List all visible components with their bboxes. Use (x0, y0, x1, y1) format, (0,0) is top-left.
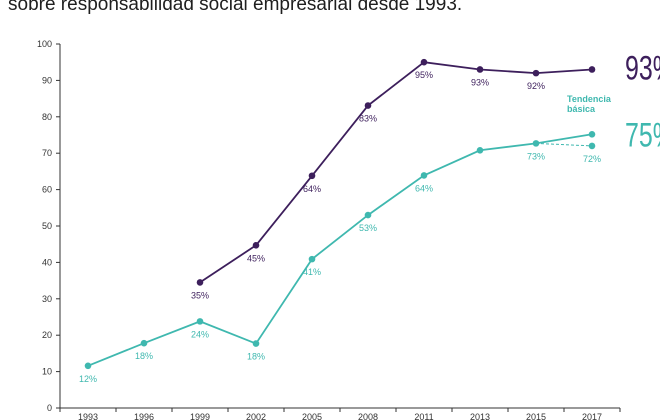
data-point (84, 362, 92, 370)
end-label-purple: 93% (625, 49, 660, 87)
x-tick-label: 1996 (134, 412, 154, 420)
y-tick-label: 70 (42, 148, 52, 158)
x-tick-label: 1993 (78, 412, 98, 420)
y-tick-label: 10 (42, 367, 52, 377)
y-axis-ticks: 0 10 20 30 40 50 60 70 80 90 100 (37, 39, 60, 413)
data-point (252, 340, 260, 347)
data-point (196, 318, 204, 325)
data-label: 64% (415, 183, 433, 193)
x-tick-label: 2008 (358, 412, 378, 420)
data-label: 18% (135, 351, 153, 361)
series-lines (87, 61, 593, 367)
data-label: 73% (527, 151, 545, 161)
x-tick-label: 2015 (526, 412, 546, 420)
data-point (476, 146, 484, 154)
trend-point (588, 142, 596, 150)
trend-name-line-1: Tendencia (567, 94, 612, 104)
series-line-teal (87, 133, 593, 367)
y-tick-label: 80 (42, 112, 52, 122)
data-label: 41% (303, 267, 321, 277)
data-label: 53% (359, 223, 377, 233)
x-tick-label: 2013 (470, 412, 490, 420)
data-label: 93% (471, 77, 489, 87)
data-point (588, 130, 596, 138)
y-tick-label: 90 (42, 75, 52, 85)
data-label: 83% (359, 114, 377, 124)
data-point (196, 279, 204, 286)
data-point (532, 69, 540, 77)
data-label: 95% (415, 70, 433, 80)
y-tick-label: 30 (42, 294, 52, 304)
x-tick-label: 1999 (190, 412, 210, 420)
data-label: 92% (527, 81, 545, 91)
x-tick-label: 2002 (246, 412, 266, 420)
y-tick-label: 40 (42, 257, 52, 267)
data-point (308, 255, 316, 263)
x-tick-label: 2011 (414, 412, 433, 420)
data-label: 12% (79, 374, 97, 384)
data-point (140, 339, 148, 347)
trend-line-dashed (535, 142, 593, 147)
data-point (532, 140, 540, 147)
data-point (588, 66, 596, 73)
data-point (476, 66, 484, 73)
data-label: 64% (303, 184, 321, 194)
data-label: 18% (247, 352, 265, 362)
data-label: 35% (191, 290, 209, 300)
y-tick-label: 60 (42, 185, 52, 195)
trend-name-line-2: básica (567, 104, 596, 114)
data-labels: 35% 45% 64% 83% 95% 93% 92% 12% 18% 24% 18% 41% 53% 6… (79, 70, 601, 384)
x-tick-label: 2005 (302, 412, 322, 420)
data-point (420, 58, 428, 66)
data-point (364, 211, 372, 219)
data-point (308, 172, 316, 180)
series-points (84, 58, 596, 370)
data-label: 24% (191, 329, 209, 339)
y-tick-label: 20 (42, 330, 52, 340)
x-axis-ticks: 1993 1996 1999 2002 2005 2008 2011 2013 2015 2017 (59, 408, 621, 420)
y-tick-label: 100 (37, 39, 52, 49)
y-tick-label: 50 (42, 221, 52, 231)
x-tick-label: 2017 (582, 412, 602, 420)
data-point (252, 241, 260, 249)
chart-caption: sobre responsabilidad social empresarial… (8, 0, 463, 15)
end-label-teal: 75% (625, 116, 660, 154)
data-label: 45% (247, 253, 265, 263)
data-point (364, 102, 372, 109)
series-line-purple (199, 61, 593, 284)
trend-data-label: 72% (583, 154, 601, 164)
data-point (420, 172, 428, 179)
y-tick-label: 0 (47, 403, 52, 413)
